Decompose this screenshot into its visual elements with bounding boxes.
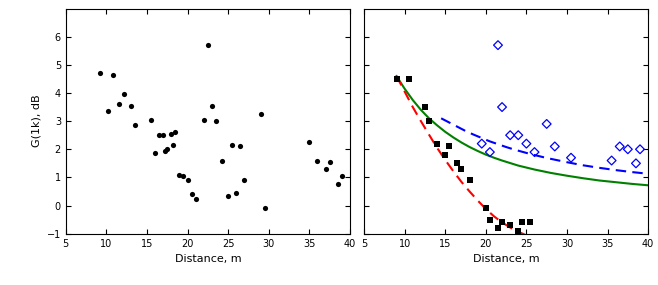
Point [216,158,227,163]
Point [484,217,495,222]
Point [150,151,161,156]
Point [521,141,532,146]
Point [420,105,430,109]
Point [159,148,170,153]
Point [606,158,617,163]
Point [542,122,552,126]
Point [304,140,315,144]
Point [505,223,515,227]
Point [566,155,576,160]
Point [174,172,185,177]
Point [484,150,495,154]
Point [622,147,633,152]
Point [312,158,322,163]
Point [103,109,113,113]
Point [505,133,515,137]
Point [324,160,335,164]
Point [320,167,331,171]
Point [166,131,176,136]
Point [113,102,124,107]
Point [615,144,625,149]
Point [259,206,270,211]
Point [199,117,209,122]
Point [95,71,105,76]
Point [622,245,633,250]
Point [444,144,455,149]
Point [146,117,157,122]
Point [529,150,540,154]
Point [513,133,524,137]
Point [538,237,548,242]
Point [162,147,172,152]
Point [235,144,245,149]
Point [190,196,201,201]
Point [207,103,217,108]
Point [158,133,168,137]
Point [493,43,503,47]
Point [231,191,241,195]
X-axis label: Distance, m: Distance, m [174,254,241,264]
Point [154,133,164,137]
Point [493,226,503,230]
Point [517,220,528,225]
Point [332,182,343,187]
Point [513,229,524,233]
Point [497,105,507,109]
Point [630,161,641,166]
Point [178,174,189,178]
Point [108,72,118,77]
Point [211,119,221,123]
Point [635,147,645,152]
Point [476,141,487,146]
Point [549,144,560,149]
Point [239,178,249,182]
Point [336,174,347,178]
Point [130,123,140,128]
Point [562,241,572,246]
Point [227,143,238,147]
Point [119,92,130,97]
Point [255,112,266,116]
Point [403,77,414,81]
Point [223,194,234,198]
Point [525,220,536,225]
Point [182,178,193,182]
Point [432,141,442,146]
Point [452,161,463,166]
X-axis label: Distance, m: Distance, m [473,254,540,264]
Point [186,192,197,197]
Point [203,43,213,47]
Point [465,178,475,182]
Point [424,119,434,123]
Point [545,240,556,245]
Point [168,143,178,147]
Point [126,103,136,108]
Point [480,206,491,211]
Point [170,130,181,135]
Point [497,220,507,225]
Point [440,153,451,157]
Point [392,77,402,81]
Y-axis label: G(1k), dB: G(1k), dB [31,95,41,147]
Point [456,167,467,171]
